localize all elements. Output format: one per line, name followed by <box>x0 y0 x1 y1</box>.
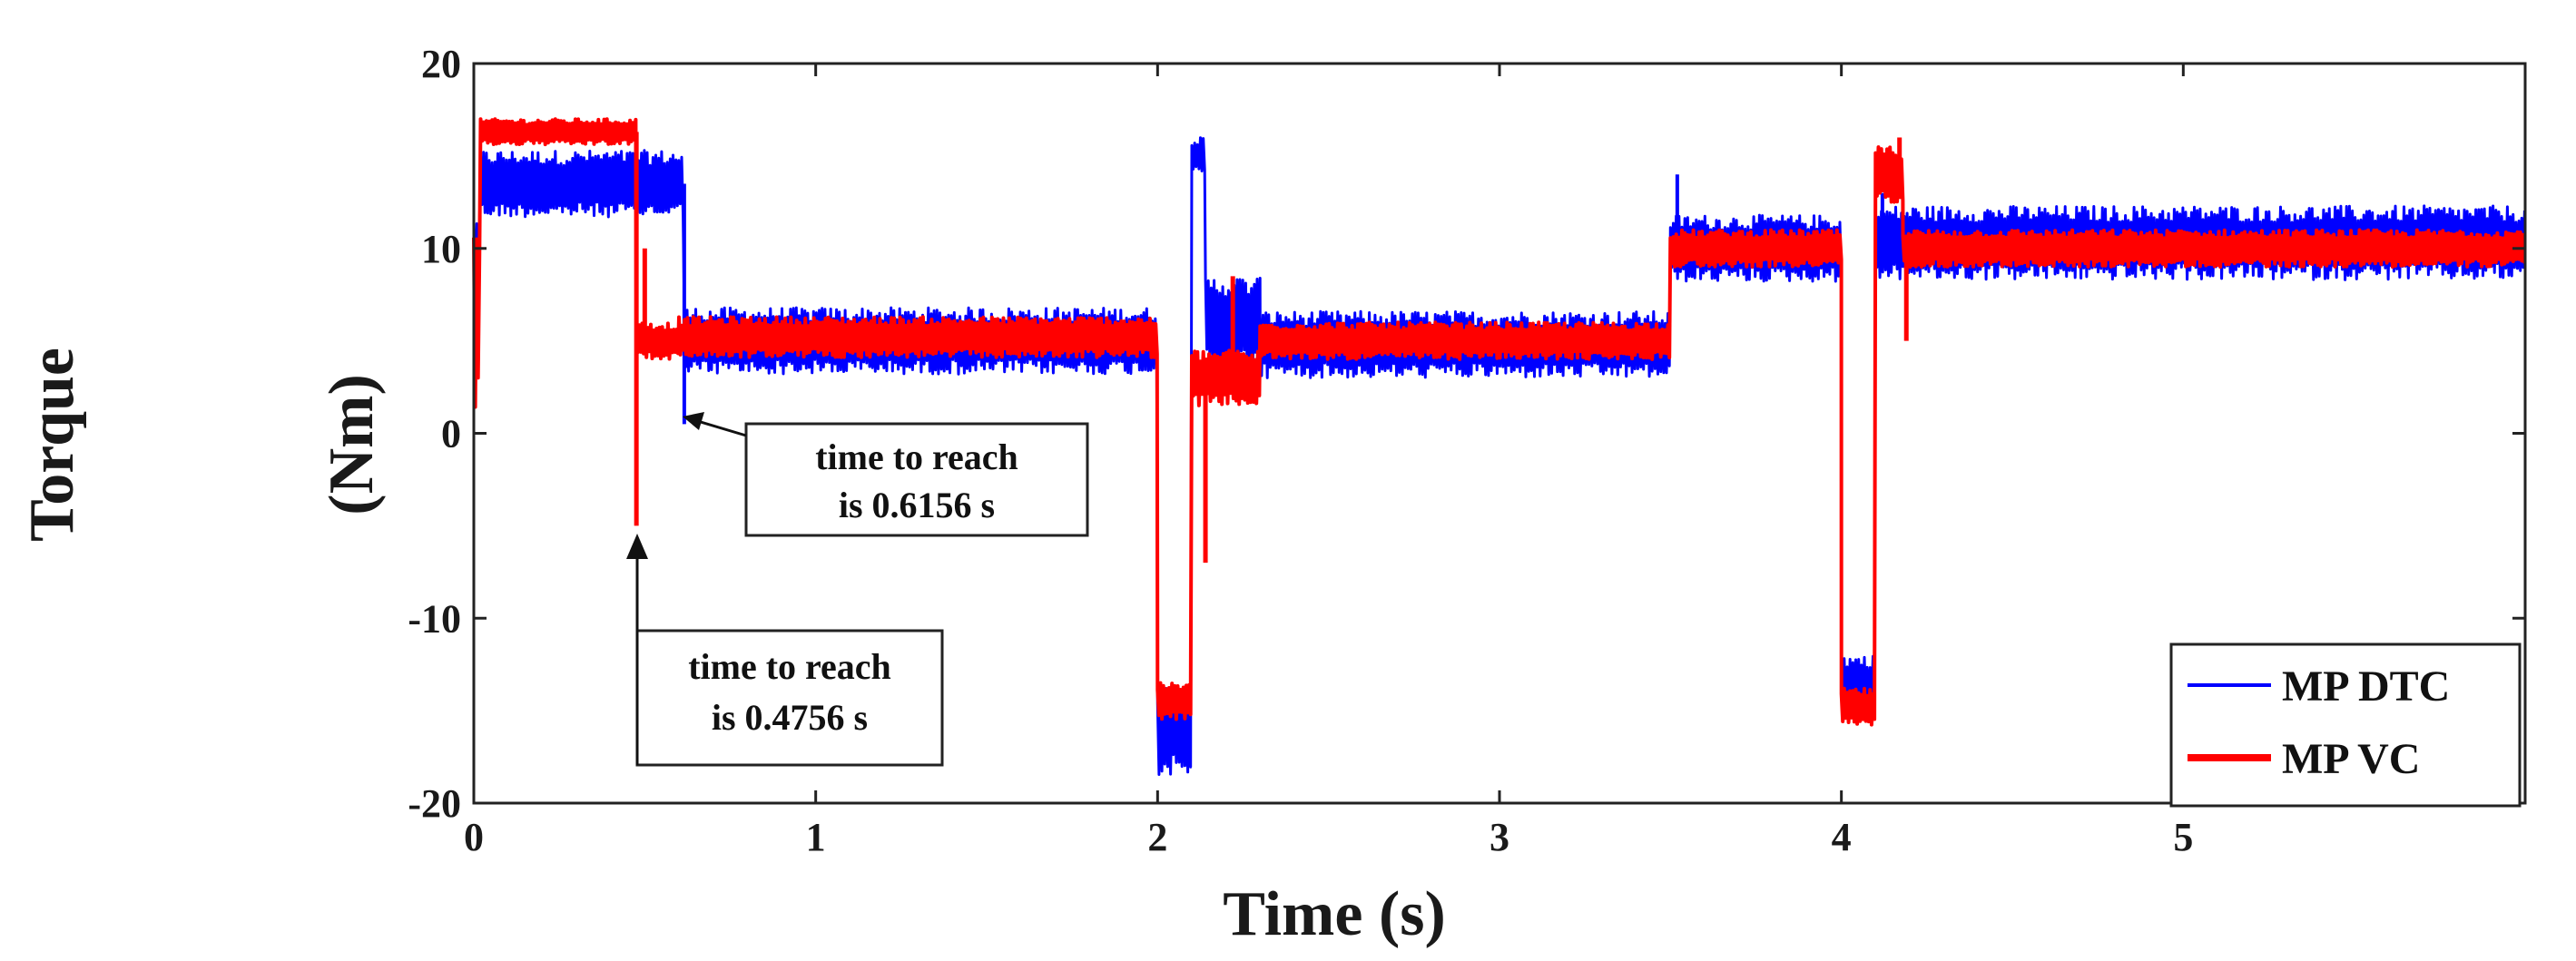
ticks-layer: 0 1 2 3 4 5 20 10 0 -10 -20 <box>408 42 2525 859</box>
annotation-vc-reach: time to reach is 0.4756 s <box>626 534 944 767</box>
arrow-head-icon <box>683 412 704 430</box>
x-tick-label: 1 <box>806 815 826 859</box>
x-axis-label: Time (s) <box>1223 879 1446 949</box>
x-tick-label: 5 <box>2173 815 2193 859</box>
series-layer <box>472 117 2527 776</box>
x-tick-label: 4 <box>1832 815 1852 859</box>
arrow-head-icon <box>626 534 648 559</box>
x-tick-label: 0 <box>464 815 484 859</box>
legend-box <box>2169 642 2522 808</box>
y-tick-label: 0 <box>441 412 461 456</box>
annotation-line2: is 0.6156 s <box>839 485 995 525</box>
x-tick-label: 3 <box>1490 815 1509 859</box>
y-axis-label-outer: Torque <box>17 348 87 542</box>
y-tick-label: 20 <box>421 42 461 86</box>
legend-label-mp-dtc: MP DTC <box>2282 662 2450 711</box>
legend-label-mp-vc: MP VC <box>2282 735 2420 783</box>
series-line <box>472 117 2527 727</box>
y-axis-label-inner: (Nm) <box>317 374 387 515</box>
legend: MP DTC MP VC <box>2169 642 2522 808</box>
y-tick-label: 10 <box>421 227 461 271</box>
annotation-line1: time to reach <box>688 646 891 687</box>
annotation-box <box>635 629 944 767</box>
x-tick-label: 2 <box>1147 815 1167 859</box>
annotation-dtc-reach: time to reach is 0.6156 s <box>683 412 1089 537</box>
series-mp-vc <box>472 117 2527 727</box>
annotation-line1: time to reach <box>815 436 1018 477</box>
annotation-box <box>744 422 1089 537</box>
y-tick-label: -20 <box>408 781 461 826</box>
y-tick-label: -10 <box>408 596 461 641</box>
annotation-line2: is 0.4756 s <box>712 697 868 738</box>
